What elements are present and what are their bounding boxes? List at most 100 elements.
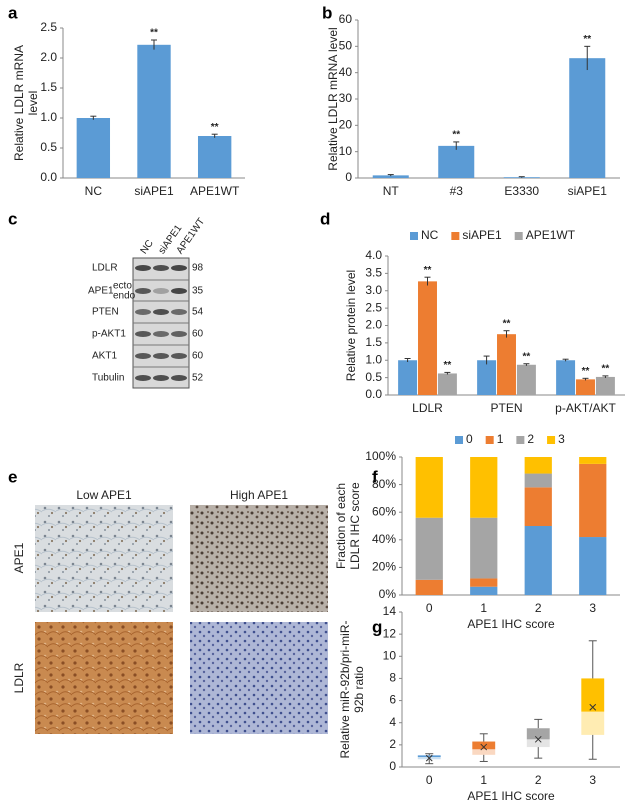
panel-label: g <box>372 617 382 636</box>
legend-label: NC <box>421 228 439 242</box>
legend-swatch <box>547 436 556 444</box>
blot-band <box>153 375 169 381</box>
bar-segment <box>470 457 498 518</box>
y-tick-label: 0.5 <box>40 140 57 154</box>
significance: ** <box>452 130 460 141</box>
y-tick-label: 60 <box>339 12 353 26</box>
y-tick-label: 20 <box>339 118 353 132</box>
y-tick-label: 1.5 <box>365 335 382 349</box>
blot-band <box>153 309 169 315</box>
bar <box>576 379 595 395</box>
y-tick-label: 2 <box>389 737 396 751</box>
blot-band <box>135 375 151 381</box>
x-axis-label: APE1 IHC score <box>467 789 555 803</box>
blot-band <box>153 353 169 359</box>
box-upper <box>526 728 550 740</box>
y-tick-label: 100% <box>365 449 396 463</box>
blot-band <box>153 331 169 337</box>
blot-row-label: Tubulin <box>92 373 124 384</box>
bar <box>569 58 606 178</box>
mean-marker <box>589 703 597 711</box>
blot-band <box>153 265 169 271</box>
legend-swatch <box>455 436 463 444</box>
y-axis-label: Relative LDLR mRNA <box>12 45 26 161</box>
blot-band <box>153 288 169 294</box>
blot-band <box>171 375 187 381</box>
significance: ** <box>582 366 590 377</box>
ihc-image <box>190 622 328 734</box>
panel-label: f <box>372 467 378 486</box>
blot-band <box>171 288 187 294</box>
y-axis-label: Relative LDLR mRNA level <box>326 27 340 170</box>
bar <box>197 136 232 178</box>
ihc-row-label: APE1 <box>12 542 26 573</box>
significance: ** <box>602 364 610 375</box>
blot-band <box>135 353 151 359</box>
bar-segment <box>579 463 607 538</box>
y-tick-label: 12 <box>383 626 397 640</box>
ihc-column-label: Low APE1 <box>76 488 132 502</box>
y-tick-label: 1.0 <box>40 110 57 124</box>
legend-label: 3 <box>558 432 565 446</box>
x-tick-label: NT <box>383 184 400 198</box>
y-tick-label: 6 <box>389 693 396 707</box>
y-tick-label: 2.0 <box>365 318 382 332</box>
y-tick-label: 3.0 <box>365 283 382 297</box>
bar-segment <box>415 517 443 580</box>
bar <box>595 376 615 395</box>
significance: ** <box>444 360 452 371</box>
x-tick-label: E3330 <box>504 184 539 198</box>
y-tick-label: 20% <box>372 560 396 574</box>
y-axis-label: Relative miR-92b/pri-miR- <box>338 620 352 758</box>
bar-segment <box>524 457 552 474</box>
bar <box>516 364 536 395</box>
ihc-image <box>35 505 173 612</box>
blot-sublabel: ecto <box>113 281 132 292</box>
blot-band <box>171 353 187 359</box>
blot-row-label: PTEN <box>92 307 119 318</box>
bar-segment <box>579 457 607 464</box>
x-tick-label: 1 <box>480 773 487 787</box>
bar <box>556 360 576 395</box>
blot-mw: 98 <box>192 263 204 274</box>
bar <box>477 360 497 395</box>
y-tick-label: 40% <box>372 532 396 546</box>
legend-swatch <box>485 436 494 444</box>
blot-band <box>135 265 151 271</box>
bar-segment <box>470 578 498 587</box>
x-axis-label: APE1 IHC score <box>467 617 555 631</box>
y-tick-label: 2.0 <box>40 50 57 64</box>
y-tick-label: 10 <box>383 648 397 662</box>
bar <box>437 373 457 395</box>
blot-band <box>171 265 187 271</box>
blot-row-label: AKT1 <box>92 351 117 362</box>
blot-band <box>171 309 187 315</box>
panel-label: d <box>320 209 330 228</box>
bar <box>137 44 171 178</box>
bar-segment <box>524 487 552 526</box>
significance: ** <box>503 318 511 329</box>
bar-segment <box>415 457 443 518</box>
blot-band <box>135 288 151 294</box>
blot-mw: 54 <box>192 307 204 318</box>
significance: ** <box>523 351 531 362</box>
legend-swatch <box>451 232 460 240</box>
legend-label: siAPE1 <box>462 228 502 242</box>
blot-row-label: LDLR <box>92 263 118 274</box>
panel-label: a <box>8 3 18 22</box>
x-tick-label: 2 <box>535 601 542 615</box>
ihc-column-label: High APE1 <box>230 488 288 502</box>
x-tick-label: 1 <box>480 601 487 615</box>
bar-segment <box>415 579 443 595</box>
x-tick-label: 3 <box>589 601 596 615</box>
legend-swatch <box>516 436 525 444</box>
x-tick-label: 3 <box>589 773 596 787</box>
bar-segment <box>524 526 552 595</box>
blot-mw: 52 <box>192 373 204 384</box>
blot-band <box>135 309 151 315</box>
x-tick-label: PTEN <box>490 401 522 415</box>
y-tick-label: 0 <box>345 170 352 184</box>
y-tick-label: 40 <box>339 65 353 79</box>
box-upper <box>417 755 441 758</box>
